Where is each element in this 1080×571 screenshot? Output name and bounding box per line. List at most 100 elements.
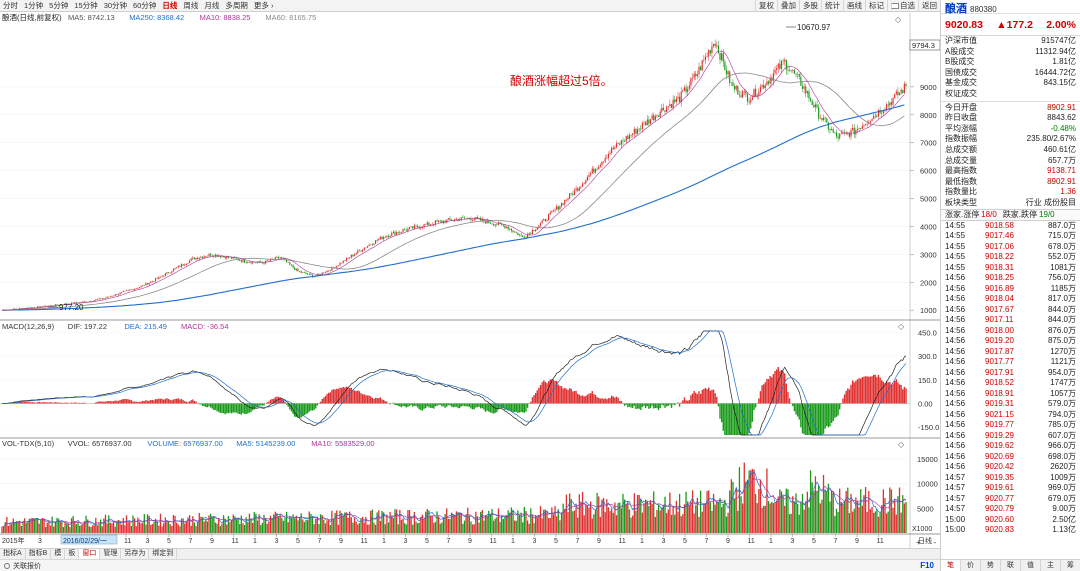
panel-tab[interactable]: 价 bbox=[961, 560, 981, 571]
indicator-tab[interactable]: 管理 bbox=[100, 549, 122, 559]
candle-body bbox=[310, 273, 312, 275]
y-tick-label: 300.0 bbox=[918, 352, 937, 361]
indicator-label: DEA: 215.49 bbox=[124, 322, 167, 331]
panel-tab[interactable]: 主 bbox=[1041, 560, 1061, 571]
candle-body bbox=[125, 290, 128, 292]
y-tick-label: 8000 bbox=[920, 111, 937, 120]
period-tab[interactable]: 分时 bbox=[3, 0, 18, 10]
diamond-icons: ◇ ◇ ◇ bbox=[895, 15, 905, 449]
checkbox-icon[interactable] bbox=[891, 2, 899, 9]
tool-button[interactable]: 复权 bbox=[755, 0, 777, 12]
tick-row: 14:57 9020.77 679.0万 bbox=[941, 494, 1080, 505]
tick-list[interactable]: 14:55 9018.58 887.0万 14:55 9017.46 715.0万 14:5… bbox=[941, 221, 1080, 536]
candle-body bbox=[816, 104, 818, 108]
candle-body bbox=[837, 136, 839, 139]
x-tick-label: 9 bbox=[855, 538, 859, 545]
index-stats: 今日开盘 8902.91 昨日收盘 8843.62 平均涨幅 -0.48% 指数振幅 235.… bbox=[941, 103, 1080, 209]
indicator-label: MA10: 5583529.00 bbox=[311, 439, 374, 448]
tool-button[interactable]: 统计 bbox=[821, 0, 843, 12]
period-tab[interactable]: 月线 bbox=[204, 0, 220, 10]
diamond-icon[interactable]: ◇ bbox=[898, 322, 905, 331]
stat-label: 指数量比 bbox=[945, 187, 977, 197]
candle-body bbox=[250, 262, 252, 264]
candle-body bbox=[795, 73, 797, 75]
period-indicator[interactable]: 日线 bbox=[918, 536, 932, 545]
candle-body bbox=[391, 232, 393, 236]
period-tab[interactable]: 30分钟 bbox=[103, 0, 128, 10]
candle-body bbox=[575, 188, 577, 191]
tool-button[interactable]: 多股 bbox=[799, 0, 821, 12]
candle-body bbox=[737, 86, 739, 95]
panel-tab[interactable]: 笔 bbox=[941, 560, 961, 571]
indicator-tab[interactable]: 指标A bbox=[0, 549, 26, 559]
candle-body bbox=[549, 212, 551, 215]
link-quote-radio[interactable] bbox=[4, 562, 10, 569]
candle-body bbox=[232, 257, 234, 259]
candle-body bbox=[611, 147, 613, 153]
candle-body bbox=[195, 257, 197, 260]
period-tab[interactable]: 15分钟 bbox=[74, 0, 98, 10]
candle-body bbox=[874, 115, 876, 117]
tick-price: 9021.15 bbox=[985, 409, 1014, 419]
period-tab[interactable]: 更多 › bbox=[253, 0, 274, 10]
tick-time: 14:56 bbox=[945, 346, 966, 356]
tick-time: 14:56 bbox=[945, 325, 966, 335]
candle-body bbox=[399, 231, 401, 233]
candle-body bbox=[624, 141, 626, 142]
tick-price: 9020.42 bbox=[985, 462, 1014, 471]
indicator-tab[interactable]: 绑定到 bbox=[149, 549, 178, 559]
indicator-tab[interactable]: 模 bbox=[51, 549, 66, 559]
candle-body bbox=[460, 217, 462, 220]
tool-button[interactable]: 自选 bbox=[887, 0, 918, 12]
candle-body bbox=[294, 267, 296, 271]
candle-body bbox=[392, 231, 394, 233]
indicator-tab[interactable]: 指标B bbox=[26, 549, 52, 559]
period-tab[interactable]: 1分钟 bbox=[24, 0, 44, 10]
period-tab[interactable]: 60分钟 bbox=[133, 0, 157, 10]
zoom-in-button[interactable]: + bbox=[916, 538, 921, 547]
period-tab[interactable]: 多周期 bbox=[225, 0, 248, 10]
indicator-tab[interactable]: 板 bbox=[65, 549, 80, 559]
tool-button[interactable]: 画线 bbox=[843, 0, 865, 12]
candle-body bbox=[512, 230, 514, 232]
candle-body bbox=[633, 128, 635, 134]
tick-row: 14:56 9018.00 876.0万 bbox=[941, 326, 1080, 337]
panel-tab[interactable]: 筹 bbox=[1061, 560, 1080, 571]
y-tick-label: 0.00 bbox=[918, 399, 933, 408]
candle-body bbox=[222, 256, 225, 257]
indicator-tab[interactable]: 窗口 bbox=[79, 549, 101, 559]
candle-body bbox=[470, 218, 472, 221]
candle-body bbox=[167, 272, 170, 274]
f10-button[interactable]: F10 bbox=[920, 561, 934, 570]
candle-body bbox=[203, 256, 205, 258]
stat-row: 板块类型 行业 成份股目 bbox=[941, 198, 1080, 209]
market-stats: 沪深市值 915747亿 A股成交 11312.94亿 B股成交 1.81亿 国债成交 164… bbox=[941, 36, 1080, 100]
candle-body bbox=[111, 296, 113, 297]
period-tab[interactable]: 5分钟 bbox=[49, 0, 69, 10]
chart-canvas[interactable]: 酿酒(日线,前复权) MA5: 8742.13 MA250: 8368.42 MA10… bbox=[0, 12, 941, 548]
tick-row: 15:00 9020.83 1.13亿 bbox=[941, 525, 1080, 536]
candle-body bbox=[339, 262, 341, 266]
tick-row: 14:56 9020.42 2620万 bbox=[941, 462, 1080, 473]
candle-body bbox=[77, 302, 79, 304]
period-tab[interactable]: 周线 bbox=[183, 0, 199, 10]
zoom-out-button[interactable]: - bbox=[933, 538, 936, 547]
period-tab[interactable]: 日线 bbox=[162, 0, 178, 10]
tool-button[interactable]: 返回 bbox=[918, 0, 940, 12]
stat-row: 沪深市值 915747亿 bbox=[941, 36, 1080, 47]
quote-panel: 酿酒 880380 9020.83 ▲177.2 2.00% 沪深市值 91574… bbox=[940, 0, 1080, 571]
tick-row: 14:55 9018.22 552.0万 bbox=[941, 252, 1080, 263]
stat-value: 235.80/2.67% bbox=[1026, 134, 1076, 144]
indicator-tab[interactable]: 另存为 bbox=[121, 549, 150, 559]
panel-tab[interactable]: 势 bbox=[981, 560, 1001, 571]
tool-button[interactable]: 叠加 bbox=[777, 0, 799, 12]
stat-value: 8902.91 bbox=[1047, 102, 1076, 112]
tool-button[interactable]: 标记 bbox=[865, 0, 887, 12]
candle-body bbox=[473, 219, 475, 221]
panel-tab[interactable]: 联 bbox=[1001, 560, 1021, 571]
tick-row: 14:55 9017.06 678.0万 bbox=[941, 242, 1080, 253]
diamond-icon[interactable]: ◇ bbox=[898, 440, 905, 449]
diamond-icon[interactable]: ◇ bbox=[895, 15, 902, 24]
candle-body bbox=[585, 180, 587, 184]
panel-tab[interactable]: 值 bbox=[1021, 560, 1041, 571]
